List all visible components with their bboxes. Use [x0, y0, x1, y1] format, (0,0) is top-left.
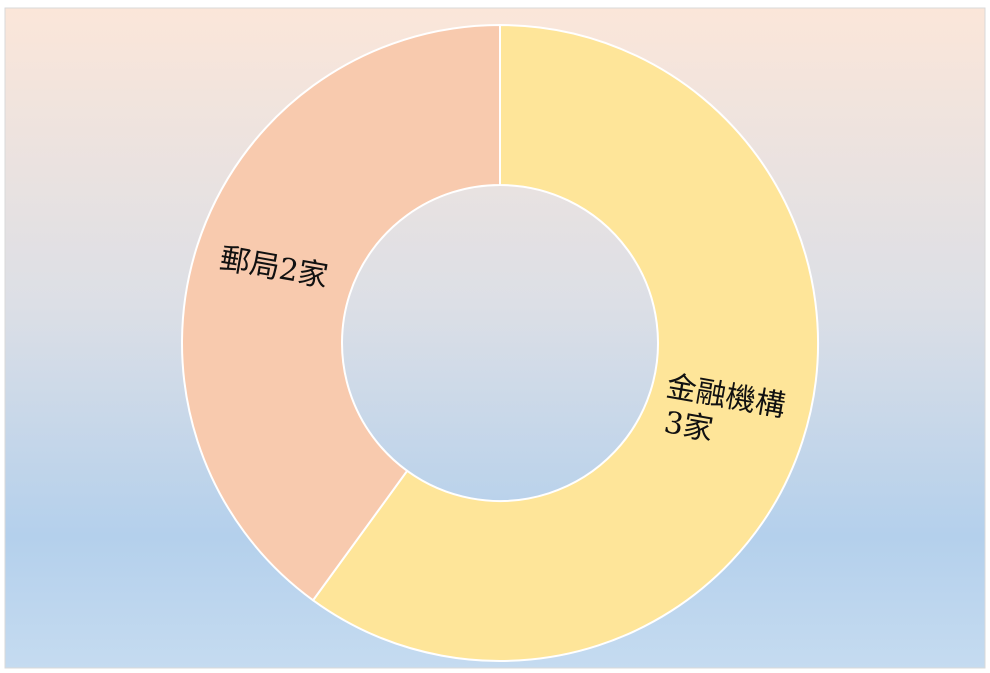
donut-segment — [181, 23, 501, 602]
value-label: 3家 — [661, 405, 715, 448]
donut-segment — [311, 23, 819, 662]
value-label: 2家 — [276, 252, 330, 295]
